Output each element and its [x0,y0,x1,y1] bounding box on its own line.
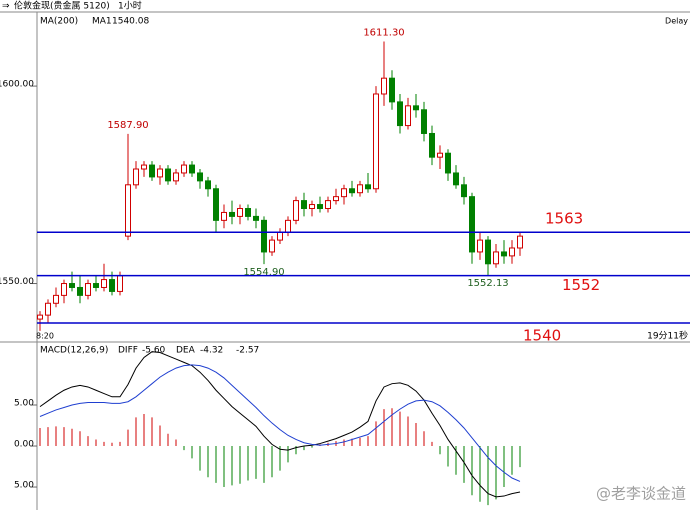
title: 伦敦金现(贵金属 5120) [14,0,110,12]
annotation: 1554.90 [243,267,284,278]
menu-icon: ⇒ [2,2,10,12]
candle-body [245,208,251,217]
candle-body [453,172,459,186]
legend-diff-value: -5.60 [142,346,166,356]
candle-body [469,196,475,253]
candle-body [341,188,347,198]
candle-body [141,164,147,170]
y-tick-label: 0.00 [14,440,34,450]
legend-dea-value: -4.32 [200,346,223,356]
candle-body [477,239,483,253]
candle-body [373,93,379,190]
candle-body [197,172,203,182]
candle-body [77,286,83,296]
candle-body [517,235,523,249]
candle-body [293,200,299,221]
candle-body [501,251,507,257]
candle-body [69,283,75,288]
candle-body [405,105,411,127]
candle-body [205,180,211,190]
legend-macd-value: -2.57 [236,346,259,356]
candle-body [253,215,259,221]
candle-body [445,152,451,174]
time-label: 8:20 [36,332,54,341]
candle-body [125,184,131,237]
candle-body [45,302,51,316]
candle-body [461,184,467,198]
candle-body [53,294,59,304]
annotation: 1552.13 [467,278,508,289]
candle-body [349,188,355,194]
candle-body [509,247,515,257]
candle-body [237,208,243,217]
candle-body [269,239,275,253]
candle-body [117,275,123,292]
candle-body [165,168,171,182]
level-label: 1552 [562,276,600,294]
candle-body [309,204,315,210]
candle-body [229,211,235,217]
candle-body [421,109,427,134]
countdown: 19分11秒 [647,330,688,342]
macd-line [39,364,521,482]
candle-body [101,279,107,288]
y-tick-label: 5.00 [14,481,34,491]
candle-body [381,77,387,95]
candle-body [37,314,43,320]
ma-label: MA(200) [40,17,78,27]
macd-title: MACD(12,26,9) [40,346,108,356]
candle-body [437,152,443,158]
y-tick-label: 1550.00 [0,277,34,287]
candle-body [133,168,139,186]
candle-body [181,164,187,174]
ma-readout: 1540.08 [112,17,149,27]
candle-body [109,279,115,292]
level-label: 1540 [523,327,561,345]
annotation: 1611.30 [363,27,404,38]
candle-body [157,168,163,178]
candle-body [429,132,435,158]
annotation: 1587.90 [107,120,148,131]
candle-body [325,200,331,210]
ma-name: MA1 [92,17,112,27]
candle-body [333,196,339,202]
candle-body [485,239,491,265]
candle-body [357,184,363,194]
candle-body [85,283,91,296]
period: 1小时 [118,0,142,12]
watermark: @老李谈金道 [596,485,686,503]
candle-body [413,105,419,111]
candle-body [389,77,395,103]
candle-body [221,211,227,221]
delay: Delay [665,17,688,26]
legend-dea-name: DEA [176,346,196,356]
legend-diff-name: DIFF [118,346,138,356]
candle-body [93,283,99,288]
candle-body [397,101,403,127]
candle-body [261,219,267,253]
y-tick-label: 5.00 [14,399,34,409]
candle-body [61,283,67,296]
candle-body [189,164,195,174]
candle-body [285,219,291,233]
candle-body [493,251,499,265]
candle-body [173,172,179,182]
macd-line [39,351,521,498]
candle-body [365,184,371,190]
candle-body [213,188,219,221]
candle-body [317,204,323,210]
candle-body [301,200,307,210]
level-label: 1563 [545,210,583,228]
candle-body [149,164,155,178]
y-tick-label: 1600.00 [0,80,34,90]
candle-body [277,231,283,241]
